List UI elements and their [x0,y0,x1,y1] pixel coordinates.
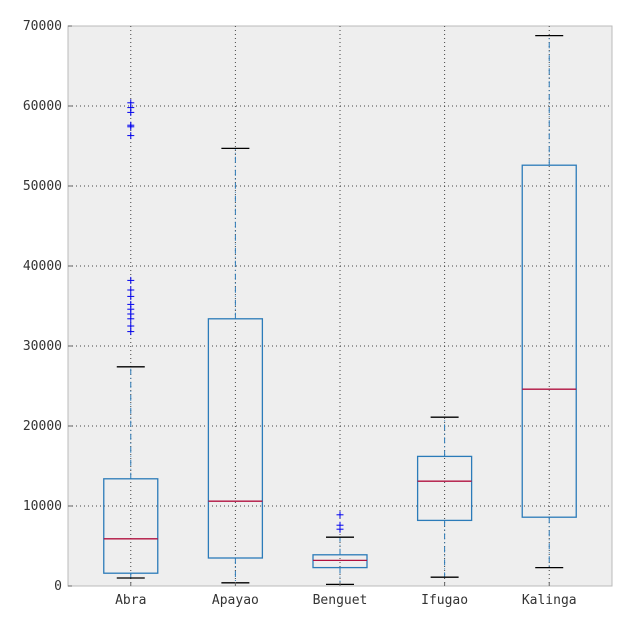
x-tick-label: Kalinga [522,593,577,608]
boxes [103,34,577,586]
iqr-box [103,478,159,574]
outlier-point [127,99,135,107]
x-tick-label: Ifugao [421,593,468,608]
outlier-point [127,286,135,294]
outlier-point [127,292,135,300]
outlier-point [336,521,344,529]
x-tick-label: Apayao [212,593,259,608]
y-tick-label: 10000 [23,499,62,514]
outlier-point [127,121,135,129]
y-tick-label: 30000 [23,339,62,354]
y-tick-label: 0 [54,579,62,594]
outlier-point [127,322,135,330]
x-tick-label: Benguet [313,593,368,608]
y-tick-label: 60000 [23,99,62,114]
box-apayao [207,147,264,584]
iqr-box [416,455,473,522]
x-tick-label: Abra [115,593,146,608]
y-tick-label: 50000 [23,179,62,194]
iqr-box [312,554,368,569]
iqr-box [207,318,264,559]
outlier-point [336,511,344,519]
y-axis: 0 10000 20000 30000 40000 50000 60000 70000 [23,19,72,594]
x-axis: Abra Apayao Benguet Ifugao Kalinga [115,582,577,608]
outlier-point [127,132,135,140]
iqr-box [521,164,577,518]
outlier-point [127,276,135,284]
y-tick-label: 40000 [23,259,62,274]
box-kalinga [521,34,577,569]
outlier-point [127,300,135,308]
y-tick-label: 70000 [23,19,62,34]
box-abra [103,99,159,579]
y-tick-label: 20000 [23,419,62,434]
box-ifugao [416,416,473,578]
